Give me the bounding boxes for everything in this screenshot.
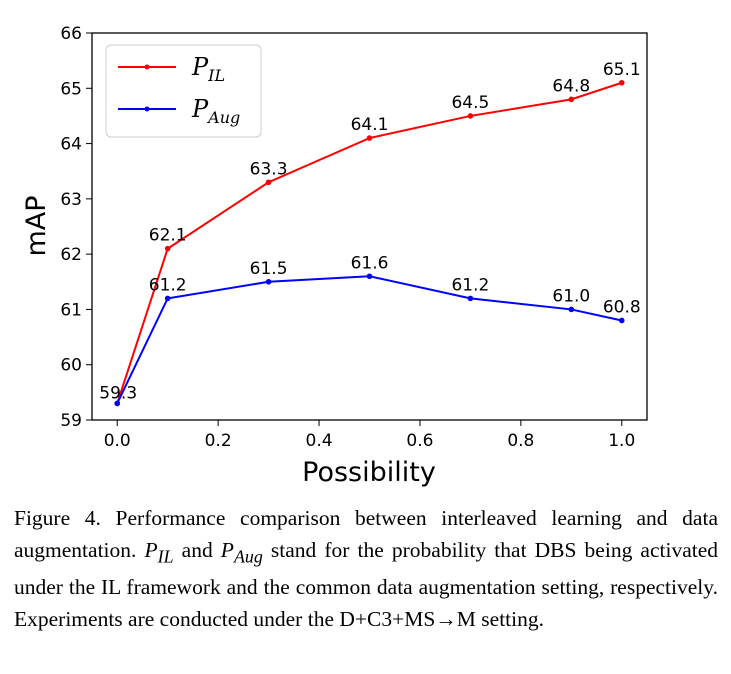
data-point-p-aug: [366, 273, 373, 280]
x-axis-title: Possibility: [302, 457, 436, 488]
series-line-p-aug: [116, 275, 622, 404]
x-tick-label: 0.6: [406, 431, 433, 451]
data-label-p-aug: 60.8: [603, 297, 641, 317]
y-axis-title: mAP: [21, 195, 52, 256]
data-label-p-il: 64.5: [451, 93, 489, 113]
x-tick-label: 0.4: [306, 431, 333, 451]
data-point-p-aug: [568, 306, 575, 313]
x-tick-label: 0.8: [507, 431, 534, 451]
data-point-p-il: [618, 79, 625, 86]
legend-label-p-il: PIL: [191, 53, 225, 85]
x-tick-label: 1.0: [608, 431, 635, 451]
y-tick-label: 60: [60, 356, 82, 376]
plot-layer: 59.3 62.1 63.3 64.1 64.5 64.8 65.1 61.2 61.5 61.6…: [99, 60, 641, 407]
data-point-p-il: [164, 245, 171, 252]
data-label-p-il: 65.1: [603, 60, 641, 80]
plot-frame: [91, 32, 648, 421]
figure-caption: Figure 4. Performance comparison between…: [14, 503, 718, 635]
data-point-p-aug: [467, 295, 474, 302]
data-point-p-il: [366, 135, 373, 141]
data-label-p-aug: 61.6: [351, 253, 389, 273]
data-label-p-il: 64.8: [552, 76, 590, 96]
legend-label-p-aug: PAug: [191, 95, 240, 127]
caption-figure-label: Figure 4.: [14, 506, 101, 530]
caption-p-aug: PAug: [220, 537, 263, 566]
legend-marker-p-il: [144, 64, 150, 70]
data-label-p-il: 64.1: [351, 115, 389, 135]
data-point-p-il: [467, 113, 474, 119]
y-tick-label: 61: [60, 300, 82, 320]
data-point-p-aug: [265, 278, 272, 285]
caption-and: and: [173, 537, 221, 562]
data-point-p-il: [568, 96, 575, 103]
x-tick-label: 0.2: [205, 431, 232, 451]
y-tick-label: 65: [60, 79, 82, 99]
data-point-p-aug: [618, 317, 625, 324]
y-tick-label: 63: [60, 190, 82, 210]
legend: PIL PAug: [105, 44, 262, 138]
data-point-p-aug: [114, 400, 121, 407]
x-axis-ticks: 0.0 0.2 0.4 0.6 0.8 1.0: [104, 420, 635, 451]
y-tick-label: 64: [60, 135, 82, 155]
caption-text-after: stand for the probability that DBS being…: [14, 537, 718, 631]
data-label-p-il: 63.3: [250, 159, 288, 179]
y-tick-label: 66: [60, 24, 82, 44]
data-label-p-aug: 61.5: [250, 259, 288, 279]
legend-marker-p-aug: [144, 106, 150, 112]
data-point-p-il: [265, 179, 272, 186]
y-tick-label: 59: [60, 411, 82, 431]
data-label-p-il: 59.3: [99, 383, 137, 403]
data-point-p-aug: [164, 295, 171, 302]
data-label-p-aug: 61.2: [451, 275, 489, 295]
x-tick-label: 0.0: [104, 431, 131, 451]
legend-item-p-il: PIL: [118, 53, 225, 85]
data-label-p-aug: 61.2: [149, 275, 187, 295]
data-label-p-aug: 61.0: [552, 286, 590, 306]
legend-item-p-aug: PAug: [118, 95, 240, 127]
caption-text-before: Performance comparison between interleav…: [14, 506, 718, 562]
y-axis-ticks: 59 60 61 62 63 64 65 66: [60, 24, 92, 431]
data-label-p-il: 62.1: [149, 226, 187, 246]
y-tick-label: 62: [60, 245, 82, 265]
caption-p-il: PIL: [144, 537, 174, 566]
line-chart: 59.3 62.1 63.3 64.1 64.5 64.8 65.1 61.2 61.5 61.6…: [21, 24, 648, 488]
